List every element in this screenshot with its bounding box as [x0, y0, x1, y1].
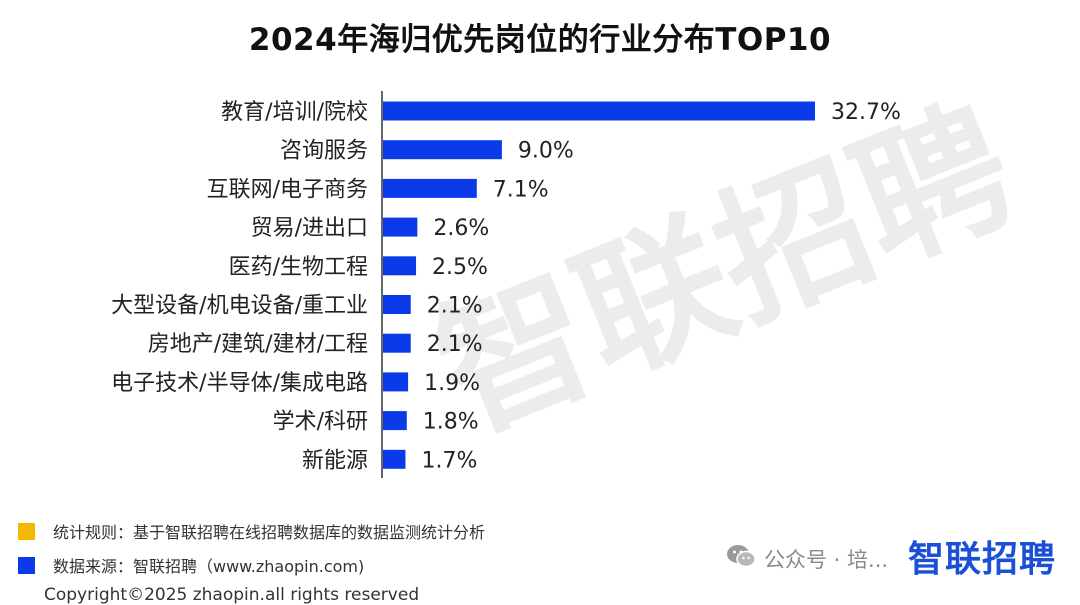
chart-title: 2024年海归优先岗位的行业分布TOP10 [248, 22, 832, 58]
wechat-icon [726, 543, 756, 574]
value-label: 1.9% [424, 371, 480, 396]
bar [383, 178, 477, 198]
note-rule-text: 统计规则：基于智联招聘在线招聘数据库的数据监测统计分析 [53, 523, 486, 542]
value-label: 2.1% [427, 332, 483, 357]
wechat-text: 公众号 · 培... [764, 547, 889, 572]
category-label: 教育/培训/院校 [221, 100, 368, 125]
category-label: 房地产/建筑/建材/工程 [148, 332, 368, 357]
value-label: 2.6% [433, 216, 489, 241]
value-label: 9.0% [518, 139, 574, 164]
note-source: 数据来源：智联招聘（www.zhaopin.com) [18, 553, 364, 577]
bar [383, 256, 417, 276]
category-label: 贸易/进出口 [251, 216, 368, 241]
copyright-text: Copyright©2025 zhaopin.all rights reserv… [44, 585, 420, 605]
bar [383, 372, 409, 392]
bar [383, 411, 407, 431]
value-label: 32.7% [831, 100, 901, 125]
category-label: 大型设备/机电设备/重工业 [111, 294, 368, 319]
category-label: 咨询服务 [280, 139, 368, 164]
brand-logo: 智联招聘 [908, 539, 1057, 580]
value-label: 1.7% [421, 448, 477, 473]
category-label: 互联网/电子商务 [207, 177, 368, 202]
wechat-account[interactable]: 公众号 · 培... [726, 543, 888, 574]
category-label: 学术/科研 [273, 410, 368, 435]
category-label: 医药/生物工程 [229, 255, 368, 280]
bar [383, 449, 406, 469]
bar [383, 333, 411, 353]
bar [383, 140, 502, 160]
note-source-text: 数据来源：智联招聘（www.zhaopin.com) [53, 557, 365, 576]
value-label: 2.1% [427, 294, 483, 319]
value-label: 7.1% [493, 177, 549, 202]
bar [383, 217, 418, 237]
bar [383, 295, 411, 314]
value-label: 1.8% [423, 410, 479, 435]
value-label: 2.5% [432, 255, 488, 280]
blue-square-icon [18, 556, 35, 574]
yellow-square-icon [18, 522, 35, 540]
bar [383, 101, 815, 121]
category-label: 电子技术/半导体/集成电路 [111, 371, 368, 396]
category-label: 新能源 [302, 448, 368, 473]
note-rule: 统计规则：基于智联招聘在线招聘数据库的数据监测统计分析 [18, 519, 485, 543]
